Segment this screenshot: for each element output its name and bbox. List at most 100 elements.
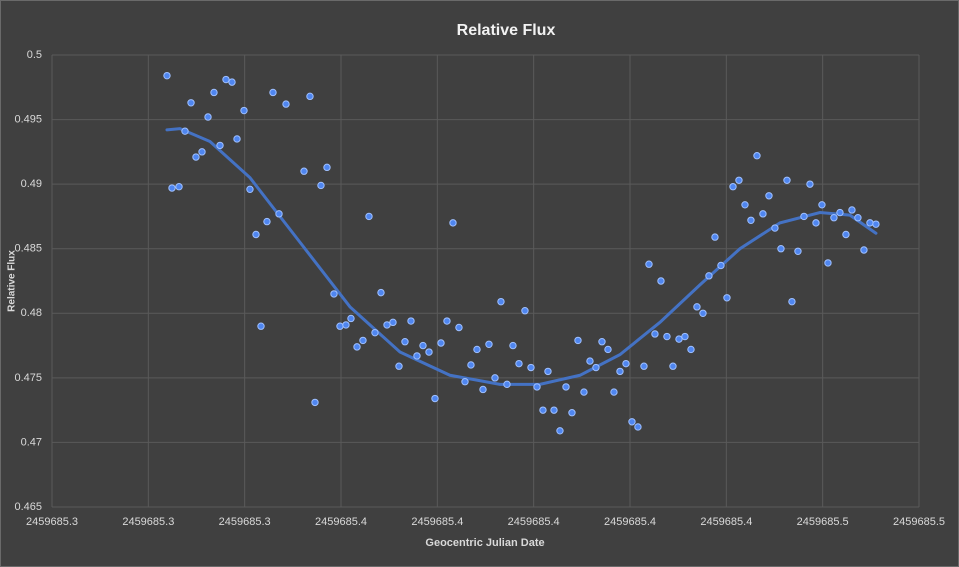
data-point: [246, 185, 254, 194]
data-point: [222, 75, 230, 84]
data-point: [842, 230, 850, 239]
data-point: [300, 167, 308, 175]
data-point: [228, 78, 236, 86]
data-point: [168, 184, 176, 192]
data-point: [765, 192, 773, 200]
data-point: [777, 245, 785, 253]
data-point: [443, 317, 451, 325]
data-point: [866, 219, 874, 227]
data-point: [275, 210, 283, 218]
data-point: [437, 339, 445, 347]
data-point: [747, 216, 755, 225]
data-point: [455, 323, 463, 332]
data-point: [586, 357, 594, 365]
x-tick-label: 2459685.3: [122, 516, 174, 528]
data-point: [240, 106, 248, 115]
data-point: [407, 317, 415, 325]
data-point: [574, 336, 582, 345]
data-point: [192, 153, 200, 161]
data-point: [580, 388, 588, 396]
data-point: [568, 409, 576, 417]
data-point: [836, 208, 844, 217]
data-point: [872, 220, 880, 228]
x-tick-label: 2459685.3: [219, 516, 271, 528]
data-point: [645, 260, 653, 268]
data-point: [389, 318, 397, 327]
data-point: [257, 322, 265, 330]
data-point: [383, 321, 391, 329]
data-point: [717, 261, 725, 270]
data-point: [216, 141, 224, 150]
data-point: [306, 92, 314, 101]
data-point: [628, 418, 636, 426]
data-point: [556, 427, 564, 435]
data-point: [353, 343, 361, 351]
chart-title: Relative Flux: [457, 22, 556, 39]
data-point: [365, 212, 373, 221]
data-point: [515, 359, 523, 368]
y-tick-label: 0.49: [21, 178, 42, 190]
data-point: [336, 322, 344, 330]
data-point: [330, 290, 338, 298]
data-point: [592, 363, 600, 372]
data-point: [651, 330, 659, 338]
data-point: [163, 71, 171, 80]
data-point: [699, 309, 707, 317]
data-point: [729, 183, 737, 191]
data-point: [342, 321, 350, 329]
data-point: [527, 363, 535, 372]
data-point: [473, 345, 481, 354]
data-point: [359, 336, 367, 345]
data-point: [675, 335, 683, 343]
x-tick-label: 2459685.4: [411, 516, 463, 528]
data-point: [735, 176, 743, 184]
x-tick-label: 2459685.5: [893, 516, 945, 528]
data-point: [693, 303, 701, 311]
data-point: [317, 181, 325, 190]
data-point: [395, 362, 403, 370]
data-point: [806, 180, 814, 188]
x-tick-label: 2459685.5: [797, 516, 849, 528]
data-point: [431, 394, 439, 403]
data-point: [371, 328, 379, 337]
y-tick-label: 0.465: [14, 501, 42, 513]
data-point: [604, 345, 612, 354]
data-point: [705, 272, 713, 280]
data-point: [263, 217, 271, 226]
data-point: [681, 332, 689, 341]
data-point: [401, 337, 409, 346]
data-point: [425, 348, 433, 356]
x-axis-label: Geocentric Julian Date: [425, 537, 544, 549]
data-point: [854, 214, 862, 222]
data-point: [449, 219, 457, 227]
data-point: [187, 99, 195, 107]
data-point: [848, 206, 856, 214]
data-point: [204, 113, 212, 121]
y-axis-label: Relative Flux: [7, 250, 18, 312]
data-point: [562, 383, 570, 391]
data-point: [491, 374, 499, 382]
data-point: [181, 127, 189, 135]
x-tick-label: 2459685.4: [508, 516, 560, 528]
data-point: [771, 224, 779, 232]
data-point: [783, 176, 791, 184]
data-point: [669, 362, 677, 370]
data-point: [622, 359, 630, 368]
trendline: [165, 127, 878, 386]
data-point: [657, 277, 665, 285]
data-point: [663, 332, 671, 341]
data-point: [640, 362, 648, 370]
data-point: [419, 341, 427, 350]
data-point: [347, 314, 355, 323]
data-point: [741, 201, 749, 209]
data-point: [818, 201, 826, 209]
data-point: [198, 148, 206, 156]
data-point: [753, 152, 761, 160]
data-point: [759, 210, 767, 218]
data-point: [521, 307, 529, 315]
data-point: [860, 246, 868, 254]
y-tick-label: 0.485: [14, 243, 42, 255]
data-point: [497, 297, 505, 306]
